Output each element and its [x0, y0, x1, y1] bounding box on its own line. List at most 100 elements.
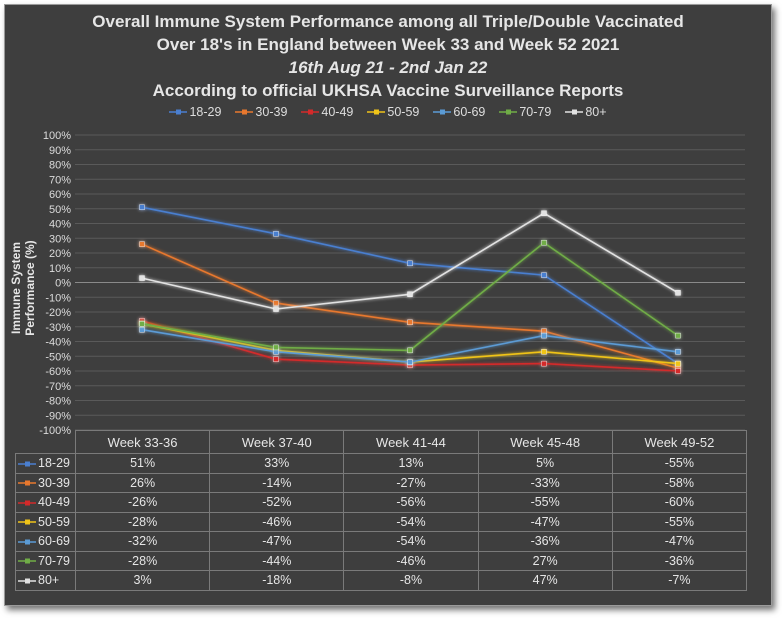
series-60-69 [139, 327, 681, 365]
legend-swatch [169, 109, 188, 115]
table-series-cell: 18-29 [15, 453, 76, 474]
y-tick-label: -70% [45, 381, 71, 393]
table-series-cell: 50-59 [15, 511, 76, 532]
data-table: Week 33-36 Week 37-40 Week 41-44 Week 45-48… [15, 430, 748, 591]
table-cell: -46% [343, 550, 479, 571]
table-row: 40-49 -26% -52% -56% -55% -60% [15, 492, 748, 513]
table-cell: -47% [611, 531, 748, 552]
table-series-name: 80+ [38, 573, 60, 588]
table-cell: -44% [209, 550, 345, 571]
table-series-name: 50-59 [38, 514, 70, 529]
chart-legend: 18-29 30-39 40-49 50-59 60-69 70-79 80+ [5, 105, 771, 119]
legend-swatch [301, 109, 320, 115]
table-cell: -33% [477, 472, 613, 493]
legend-swatch [367, 109, 386, 115]
y-tick-label: 0% [55, 278, 71, 290]
table-row: 30-39 26% -14% -27% -33% -58% [15, 472, 748, 493]
data-point [407, 260, 413, 267]
data-point [675, 368, 681, 374]
legend-swatch [499, 109, 518, 115]
table-legend-swatch [18, 461, 36, 467]
data-point [273, 344, 279, 351]
table-legend-swatch [18, 578, 36, 584]
legend-label: 18-29 [189, 105, 222, 119]
table-row: 18-29 51% 33% 13% 5% -55% [15, 453, 748, 474]
series-80+ [139, 210, 681, 312]
data-point [407, 291, 413, 297]
category-label: Week 37-40 [209, 430, 345, 454]
y-tick-label: -100% [39, 425, 71, 435]
table-series-name: 30-39 [38, 475, 70, 490]
table-cell: -8% [343, 570, 479, 591]
data-point [273, 356, 279, 362]
data-point [541, 332, 547, 339]
y-tick-label: 40% [49, 219, 71, 231]
data-point [541, 272, 547, 278]
table-cell: -28% [74, 550, 211, 571]
y-tick-label: 100% [43, 130, 71, 142]
table-header-row: Week 33-36 Week 37-40 Week 41-44 Week 45-48… [15, 430, 748, 454]
table-series-name: 60-69 [38, 534, 70, 549]
category-label: Week 49-52 [611, 430, 748, 454]
y-tick-label: -60% [45, 366, 71, 378]
data-point [139, 327, 145, 333]
table-row: 80+ 3% -18% -8% 47% -7% [15, 570, 748, 591]
legend-item-80+: 80+ [565, 105, 607, 119]
category-label: Week 33-36 [74, 430, 211, 454]
y-tick-label: -20% [45, 307, 71, 319]
legend-item-30-39: 30-39 [235, 105, 287, 119]
chart-title-line-2: Over 18's in England between Week 33 and… [156, 35, 620, 54]
table-cell: -36% [611, 550, 748, 571]
y-tick-label: 70% [49, 174, 71, 186]
table-series-name: 18-29 [38, 456, 70, 471]
table-legend-swatch [18, 500, 36, 506]
y-tick-label: 60% [49, 189, 71, 201]
table-cell: -47% [209, 531, 345, 552]
y-tick-label: 90% [49, 145, 71, 157]
table-cell: 5% [477, 453, 613, 474]
data-point [407, 319, 413, 326]
y-tick-label: -40% [45, 337, 71, 349]
legend-item-18-29: 18-29 [169, 105, 221, 119]
table-legend-swatch [18, 480, 36, 486]
table-cell: -28% [74, 511, 211, 532]
table-cell: -54% [343, 531, 479, 552]
legend-label: 60-69 [453, 105, 486, 119]
legend-label: 70-79 [519, 105, 552, 119]
legend-item-50-59: 50-59 [367, 105, 419, 119]
table-cell: -56% [343, 492, 479, 513]
chart-frame: Overall Immune System Performance among … [4, 4, 772, 606]
data-point [541, 210, 547, 216]
data-point [407, 347, 413, 354]
table-cell: 27% [477, 550, 613, 571]
category-label: Week 45-48 [477, 430, 613, 454]
data-point [139, 321, 145, 327]
table-series-cell: 80+ [15, 570, 76, 591]
y-tick-label: 80% [49, 160, 71, 172]
table-legend-swatch [18, 539, 36, 545]
data-point [675, 349, 681, 355]
category-label: Week 41-44 [343, 430, 479, 454]
table-cell: 13% [343, 453, 479, 474]
y-tick-label: -30% [45, 322, 71, 334]
table-legend-swatch [18, 558, 36, 564]
table-cell: 47% [477, 570, 613, 591]
y-tick-label: -90% [45, 410, 71, 422]
table-series-name: 40-49 [38, 495, 70, 510]
table-cell: -14% [209, 472, 345, 493]
data-point [541, 349, 547, 355]
table-cell: -60% [611, 492, 748, 513]
data-point [675, 332, 681, 339]
y-tick-label: -10% [45, 292, 71, 304]
table-cell: -7% [611, 570, 748, 591]
y-tick-label: 50% [49, 204, 71, 216]
table-legend-swatch [18, 519, 36, 525]
table-row: 50-59 -28% -46% -54% -47% -55% [15, 511, 748, 532]
y-tick-label: 10% [49, 263, 71, 275]
data-point [273, 306, 279, 312]
legend-swatch [235, 109, 254, 115]
y-tick-label: 20% [49, 248, 71, 260]
table-cell: 33% [209, 453, 345, 474]
table-row: 60-69 -32% -47% -54% -36% -47% [15, 531, 748, 552]
data-point [675, 360, 681, 367]
